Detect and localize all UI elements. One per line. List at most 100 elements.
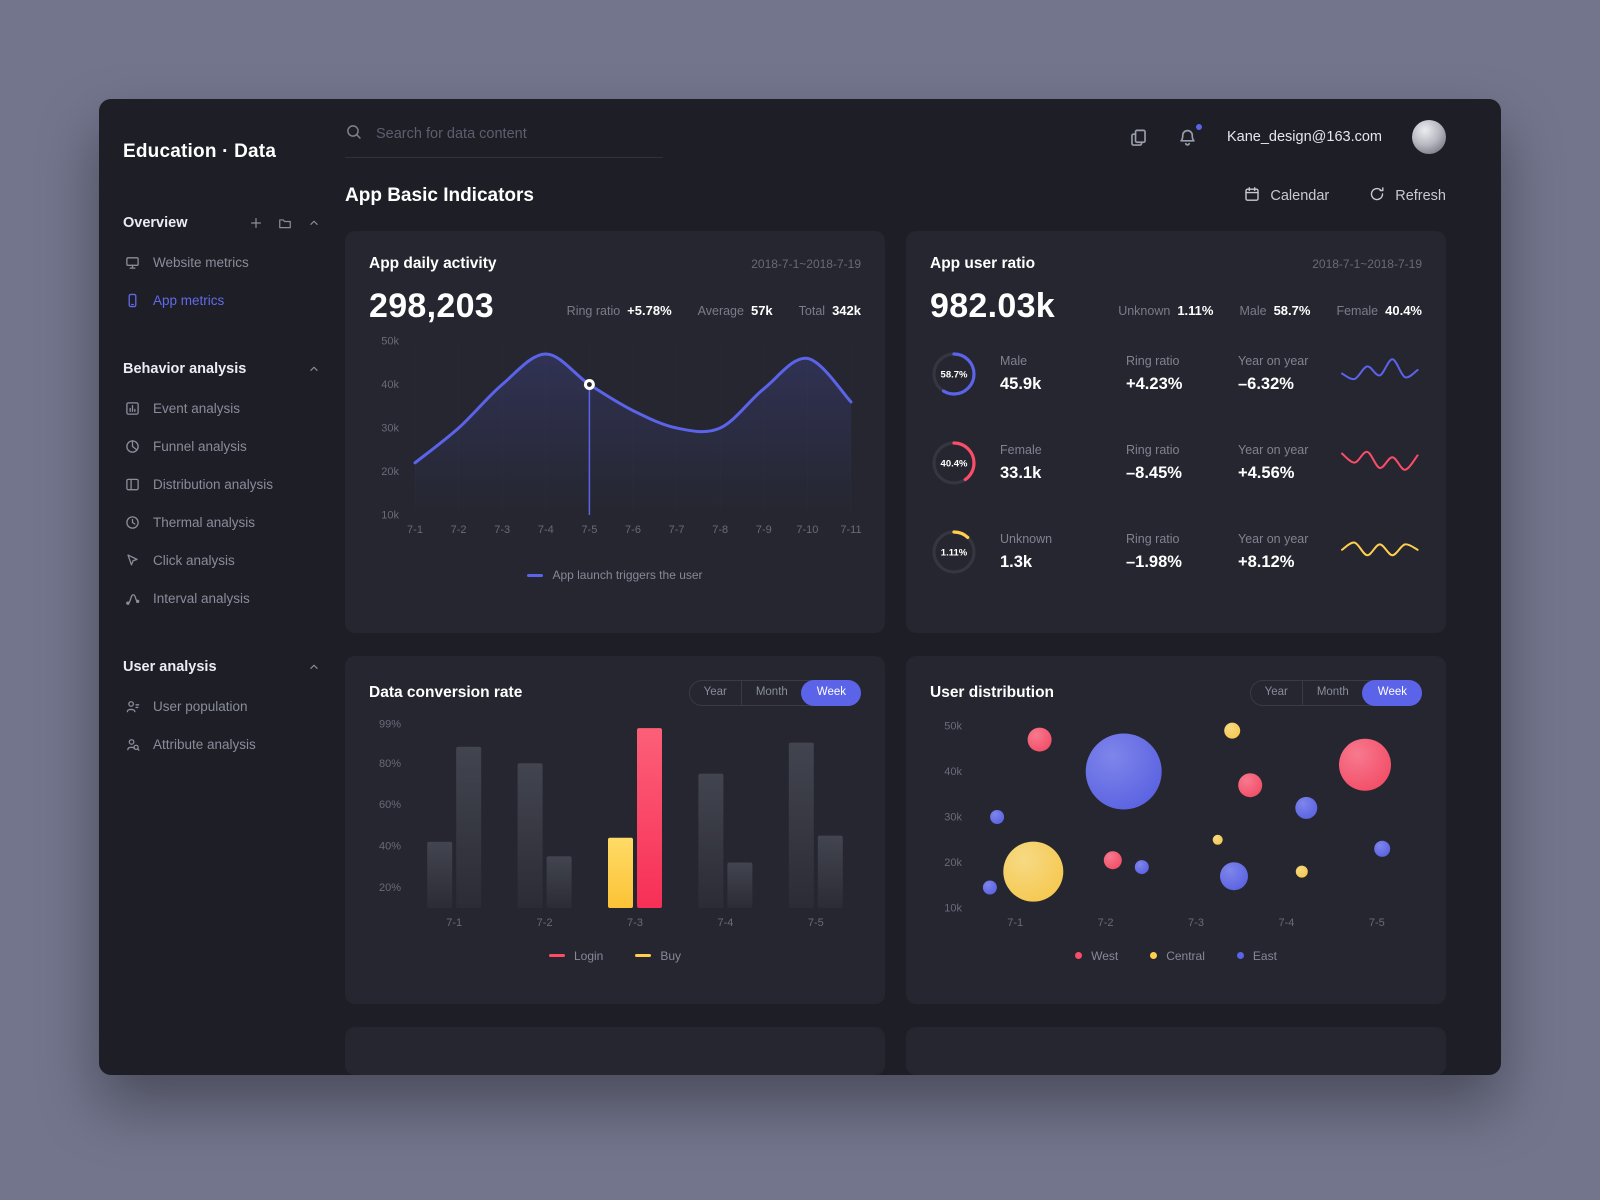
svg-text:7-2: 7-2	[537, 917, 553, 929]
distribution-bubble-chart: 50k 40k 30k 20k 10k 7-1 7-2 7-3 7-4 7-5	[944, 720, 1391, 929]
tab-year[interactable]: Year	[703, 686, 727, 698]
legend-marker	[527, 573, 544, 577]
sidebar-item-distribution-analysis[interactable]: Distribution analysis	[123, 465, 321, 503]
sidebar-item-thermal-analysis[interactable]: Thermal analysis	[123, 503, 321, 541]
year-on-year-metric: Year on year +8.12%	[1238, 532, 1309, 571]
ring-ratio-metric: Ring ratio –8.45%	[1126, 443, 1182, 482]
svg-text:7-2: 7-2	[451, 524, 467, 536]
notifications-button[interactable]	[1178, 123, 1202, 147]
ring-ratio-metric: Ring ratio –1.98%	[1126, 532, 1182, 571]
chevron-up-icon[interactable]	[307, 362, 321, 376]
svg-text:7-1: 7-1	[1007, 917, 1023, 929]
bell-icon	[1180, 129, 1195, 146]
bar-7-5-dark	[788, 742, 814, 908]
stat-unknown: Unknown 1.11%	[1118, 303, 1214, 318]
docs-button[interactable]	[1129, 128, 1148, 147]
bubble-west	[1238, 772, 1263, 797]
legend-buy: Buy	[635, 949, 681, 963]
sidebar-item-website-metrics[interactable]: Website metrics	[123, 243, 321, 281]
svg-text:30k: 30k	[381, 423, 399, 435]
card-title: App user ratio	[930, 255, 1036, 272]
daily-activity-legend: App launch triggers the user	[369, 568, 861, 582]
cards-grid: App daily activity 2018-7-1~2018-7-19 29…	[345, 231, 1446, 1004]
svg-text:10k: 10k	[381, 510, 399, 522]
bar-7-2-dark	[546, 855, 572, 908]
segment-metric: Male 45.9k	[1000, 354, 1042, 393]
chevron-up-icon[interactable]	[307, 216, 321, 230]
nav-section-label: Overview	[123, 215, 188, 231]
svg-text:7-1: 7-1	[407, 524, 423, 536]
nav-section-overview[interactable]: Overview	[123, 207, 321, 239]
tab-week[interactable]: Week	[1361, 680, 1422, 706]
svg-text:7-7: 7-7	[669, 524, 685, 536]
tab-month[interactable]: Month	[1301, 681, 1363, 705]
plus-icon[interactable]	[249, 216, 263, 230]
nav-section-behavior-analysis[interactable]: Behavior analysis	[123, 353, 321, 385]
svg-text:7-3: 7-3	[1188, 917, 1204, 929]
legend-marker	[548, 954, 565, 957]
user-ratio-stats: Unknown 1.11% Male 58.7% Female 40.4%	[1118, 303, 1422, 323]
bar-7-3-yellow	[608, 837, 633, 908]
bar-chart-icon	[126, 401, 139, 415]
svg-text:20k: 20k	[944, 857, 962, 869]
notification-badge	[1196, 123, 1202, 130]
svg-text:1.11%: 1.11%	[941, 548, 968, 559]
sidebar-item-user-population[interactable]: User population	[123, 687, 321, 725]
donut-female: 40.4%	[932, 441, 976, 485]
card-title: Data conversion rate	[369, 683, 523, 701]
bubble-central	[1003, 841, 1064, 902]
bubble-east	[1295, 796, 1318, 819]
tab-week[interactable]: Week	[800, 680, 861, 706]
distribution-range-tabs: Year Month Week	[1249, 680, 1422, 706]
sidebar-item-label: Event analysis	[153, 400, 241, 416]
conversion-bar-chart: 99% 80% 60% 40% 20% 7-1 7-2 7-3 7-4 7-5	[379, 718, 843, 929]
bubble-west	[1027, 727, 1052, 752]
conversion-chart: 99% 80% 60% 40% 20% 7-1 7-2 7-3 7-4 7-5	[369, 716, 861, 945]
refresh-button[interactable]: Refresh	[1369, 186, 1446, 206]
folder-icon[interactable]	[278, 216, 292, 230]
user-email: Kane_design@163.com	[1227, 129, 1382, 145]
refresh-icon	[1371, 187, 1384, 201]
bar-7-1-dark	[456, 746, 482, 908]
nav-section-user-analysis[interactable]: User analysis	[123, 651, 321, 683]
chevron-up-icon[interactable]	[307, 660, 321, 674]
trend-sparkline-male	[1341, 357, 1419, 380]
bar-7-4-dark	[727, 862, 753, 908]
legend-marker	[635, 954, 652, 957]
calendar-button[interactable]: Calendar	[1244, 186, 1329, 206]
sidebar-item-interval-analysis[interactable]: Interval analysis	[123, 579, 321, 617]
tab-year[interactable]: Year	[1264, 686, 1288, 698]
legend-app-launch-triggers-the-user: App launch triggers the user	[527, 568, 703, 582]
card-app-daily-activity: App daily activity 2018-7-1~2018-7-19 29…	[345, 231, 885, 633]
svg-text:7-9: 7-9	[756, 524, 772, 536]
user-attribute-icon	[127, 738, 140, 751]
tab-month[interactable]: Month	[740, 681, 802, 705]
search-input[interactable]	[374, 124, 663, 143]
monitor-icon	[126, 256, 139, 269]
avatar[interactable]	[1412, 120, 1446, 154]
stat-ring-ratio: Ring ratio +5.78%	[566, 303, 672, 318]
svg-text:10k: 10k	[944, 902, 962, 914]
sidebar-item-funnel-analysis[interactable]: Funnel analysis	[123, 427, 321, 465]
segment-metric: Unknown 1.3k	[1000, 532, 1053, 571]
user-ratio-row-unknown: 1.11% Unknown 1.3k Ring ratio –1.98% Year on …	[930, 515, 1422, 589]
route-icon	[126, 593, 140, 605]
sidebar-item-label: Click analysis	[153, 552, 235, 568]
sidebar-item-click-analysis[interactable]: Click analysis	[123, 541, 321, 579]
bubble-central	[1212, 834, 1223, 845]
sidebar-item-event-analysis[interactable]: Event analysis	[123, 389, 321, 427]
user-ratio-rows: 58.7% Male 45.9k Ring ratio +4.23% Year on ye…	[930, 337, 1422, 589]
bar-7-4-dark	[698, 773, 724, 908]
cursor-icon	[127, 553, 138, 565]
card-user-distribution: User distribution Year Month Week 50k 40k 30…	[906, 656, 1446, 1004]
sidebar-item-app-metrics[interactable]: App metrics	[123, 281, 321, 319]
legend-marker	[1150, 952, 1158, 959]
sidebar-item-attribute-analysis[interactable]: Attribute analysis	[123, 725, 321, 763]
user-ratio-total: 982.03k	[930, 287, 1056, 325]
search-icon	[347, 124, 361, 139]
svg-text:30k: 30k	[944, 811, 962, 823]
date-range: 2018-7-1~2018-7-19	[1312, 257, 1422, 271]
stat-female: Female 40.4%	[1336, 303, 1422, 318]
svg-text:40k: 40k	[381, 379, 399, 391]
legend-marker	[1236, 952, 1244, 959]
